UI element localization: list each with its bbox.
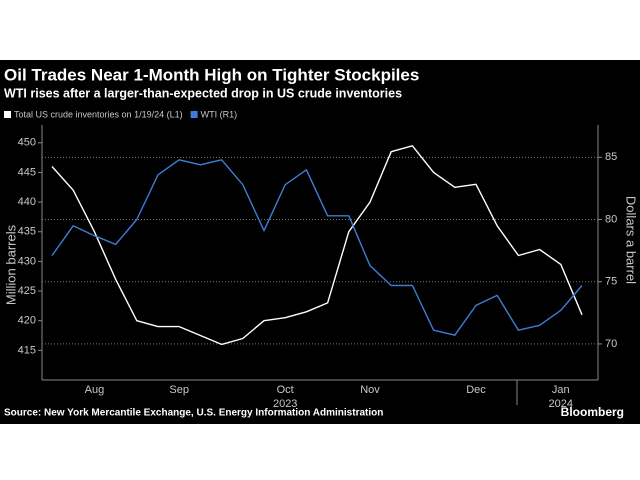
- x-tick-label: Jan: [552, 384, 570, 396]
- legend-label: Total US crude inventories on 1/19/24 (L…: [14, 109, 183, 119]
- y-tick-label: 445: [18, 166, 36, 178]
- x-tick-label: Sep: [169, 384, 189, 396]
- y-tick-label: 415: [18, 344, 36, 356]
- y2-tick-label: 75: [605, 276, 617, 288]
- y-tick-label: 440: [18, 196, 36, 208]
- y-tick-label: 420: [18, 315, 36, 327]
- y2-tick-label: 85: [605, 151, 617, 163]
- chart-background: [0, 60, 640, 424]
- brand: Bloomberg: [561, 405, 624, 419]
- x-year-label: 2023: [273, 398, 297, 410]
- y2-tick-label: 80: [605, 213, 617, 225]
- series-line: [51, 145, 583, 346]
- y2-tick-label: 70: [605, 338, 617, 350]
- y-tick-label: 435: [18, 226, 36, 238]
- series-line: [51, 159, 583, 336]
- x-tick-label: Aug: [85, 384, 105, 396]
- x-tick-label: Nov: [360, 384, 380, 396]
- y-tick-label: 430: [18, 255, 36, 267]
- y-axis-label: Million barrels: [3, 224, 18, 305]
- y-tick-label: 425: [18, 285, 36, 297]
- legend-label: WTI (R1): [201, 109, 238, 119]
- source-note: Source: New York Mercantile Exchange, U.…: [4, 408, 383, 419]
- legend-swatch: [190, 111, 198, 118]
- x-tick-label: Dec: [466, 384, 486, 396]
- x-year-label: 2024: [549, 398, 573, 410]
- y2-axis-label: Dollars a barrel: [624, 196, 639, 284]
- chart-subtitle: WTI rises after a larger-than-expected d…: [4, 86, 402, 100]
- x-tick-label: Oct: [277, 384, 294, 396]
- chart-title: Oil Trades Near 1-Month High on Tighter …: [4, 65, 419, 84]
- y-tick-label: 450: [18, 137, 36, 149]
- legend-swatch: [4, 111, 11, 118]
